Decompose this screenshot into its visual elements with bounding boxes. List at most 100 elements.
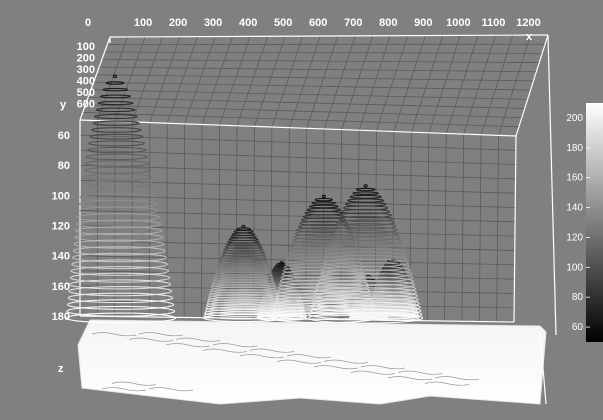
box-edge bbox=[109, 34, 549, 38]
grid-line-horizontal bbox=[79, 134, 516, 151]
z-axis-ticks: 60 80 100 120 140 160 180 bbox=[52, 130, 70, 323]
peak-contour bbox=[309, 305, 422, 317]
surface-floor bbox=[77, 319, 547, 405]
floor-texture bbox=[239, 354, 285, 359]
colorbar-tick-label: 180 bbox=[566, 143, 583, 154]
grid-line-depth bbox=[358, 35, 391, 131]
colorbar-tick-label: 200 bbox=[566, 113, 583, 124]
peak-contour bbox=[312, 294, 419, 305]
surface-peak bbox=[65, 74, 177, 324]
floor-texture bbox=[323, 359, 369, 364]
peak-contour bbox=[92, 120, 140, 126]
peak-contour bbox=[271, 268, 292, 273]
grid-line-top bbox=[101, 59, 540, 63]
peak-contour bbox=[220, 254, 267, 260]
grid-line-depth bbox=[166, 36, 198, 124]
grid-line-vertical bbox=[235, 125, 238, 319]
colorbar-ticks: 200 180 160 140 120 100 80 60 bbox=[566, 113, 590, 333]
grid-line-top bbox=[96, 74, 534, 82]
peak-contour bbox=[270, 312, 377, 324]
peak-contour bbox=[76, 213, 161, 222]
box-edge bbox=[547, 34, 557, 336]
peak-contour bbox=[308, 308, 423, 320]
x-tick-label: 1000 bbox=[446, 17, 470, 29]
grid-line-depth bbox=[288, 35, 321, 128]
peak-contour bbox=[65, 312, 177, 324]
peak-contour bbox=[334, 222, 397, 230]
floor-texture bbox=[91, 332, 137, 337]
peak-contour bbox=[71, 259, 168, 270]
grid-line-depth bbox=[323, 35, 356, 130]
x-tick-label: 100 bbox=[134, 17, 152, 29]
peak-contour bbox=[74, 232, 164, 242]
grid-line-depth bbox=[114, 36, 146, 122]
peak-contour bbox=[219, 256, 268, 263]
z-tick-label: 160 bbox=[52, 281, 70, 293]
peak-contour bbox=[341, 208, 391, 215]
grid-line-top bbox=[93, 81, 531, 91]
grid-line-depth bbox=[306, 35, 339, 129]
peak-contour bbox=[69, 279, 172, 290]
axis-box-front bbox=[539, 331, 547, 405]
x-tick-label: 300 bbox=[204, 17, 222, 29]
floor-texture bbox=[387, 376, 433, 381]
floor-texture bbox=[138, 332, 184, 337]
peak-contour bbox=[355, 187, 376, 192]
x-tick-label: 1200 bbox=[516, 17, 540, 29]
x-tick-label: 600 bbox=[309, 17, 327, 29]
grid-line-depth bbox=[131, 36, 163, 123]
x-tick-label: 1100 bbox=[482, 17, 506, 29]
peak-contour bbox=[83, 166, 151, 174]
peak-contour bbox=[320, 265, 412, 275]
peak-contour bbox=[315, 283, 417, 294]
floor-texture bbox=[128, 337, 174, 342]
peak-contour bbox=[318, 272, 414, 283]
peak-contour bbox=[68, 285, 173, 297]
peak-contour bbox=[86, 146, 147, 154]
grid-line-depth bbox=[97, 36, 128, 121]
surface bbox=[65, 74, 547, 405]
floor-texture bbox=[424, 381, 470, 386]
z-axis-label: z bbox=[58, 363, 64, 375]
box-edge bbox=[79, 119, 517, 137]
grid-line-depth bbox=[254, 36, 286, 127]
peak-contour bbox=[311, 297, 420, 309]
grid-line-vertical bbox=[478, 134, 482, 322]
peak-contour bbox=[290, 243, 358, 251]
peak-contour bbox=[331, 230, 400, 238]
floor-texture bbox=[397, 370, 443, 375]
peak-contour bbox=[333, 226, 399, 234]
peak-contour bbox=[311, 201, 337, 205]
peak-contour bbox=[71, 252, 167, 263]
grid-line-depth bbox=[149, 36, 181, 123]
floor-texture bbox=[249, 348, 295, 353]
y-tick-label: 200 bbox=[77, 53, 95, 65]
z-tick-label: 180 bbox=[52, 311, 70, 323]
z-tick-label: 140 bbox=[52, 251, 70, 263]
y-tick-label: 500 bbox=[77, 87, 95, 99]
peak-contour bbox=[69, 272, 171, 283]
peak-contour bbox=[210, 286, 278, 294]
floor-texture bbox=[148, 387, 194, 392]
grid-line-horizontal bbox=[79, 255, 515, 266]
peak-contour bbox=[308, 312, 424, 324]
peak-contour bbox=[66, 299, 175, 310]
peak-contour bbox=[99, 94, 132, 99]
floor-texture bbox=[202, 348, 248, 353]
peak-contour bbox=[78, 199, 158, 208]
y-tick-label: 100 bbox=[77, 41, 95, 53]
peak-contour bbox=[256, 315, 307, 321]
grid-line-depth bbox=[271, 35, 304, 128]
floor-texture bbox=[276, 359, 322, 364]
floor-texture bbox=[101, 387, 147, 392]
grid-line-top bbox=[99, 66, 537, 73]
colorbar-tick-label: 120 bbox=[566, 232, 583, 243]
floor-texture bbox=[350, 370, 396, 375]
peak-contour bbox=[82, 173, 153, 181]
peak-contour bbox=[95, 107, 136, 113]
grid-line-top bbox=[90, 89, 528, 100]
peak-contour bbox=[337, 215, 394, 222]
grid-line-depth bbox=[219, 36, 251, 126]
colorbar-tick-label: 80 bbox=[572, 292, 584, 303]
